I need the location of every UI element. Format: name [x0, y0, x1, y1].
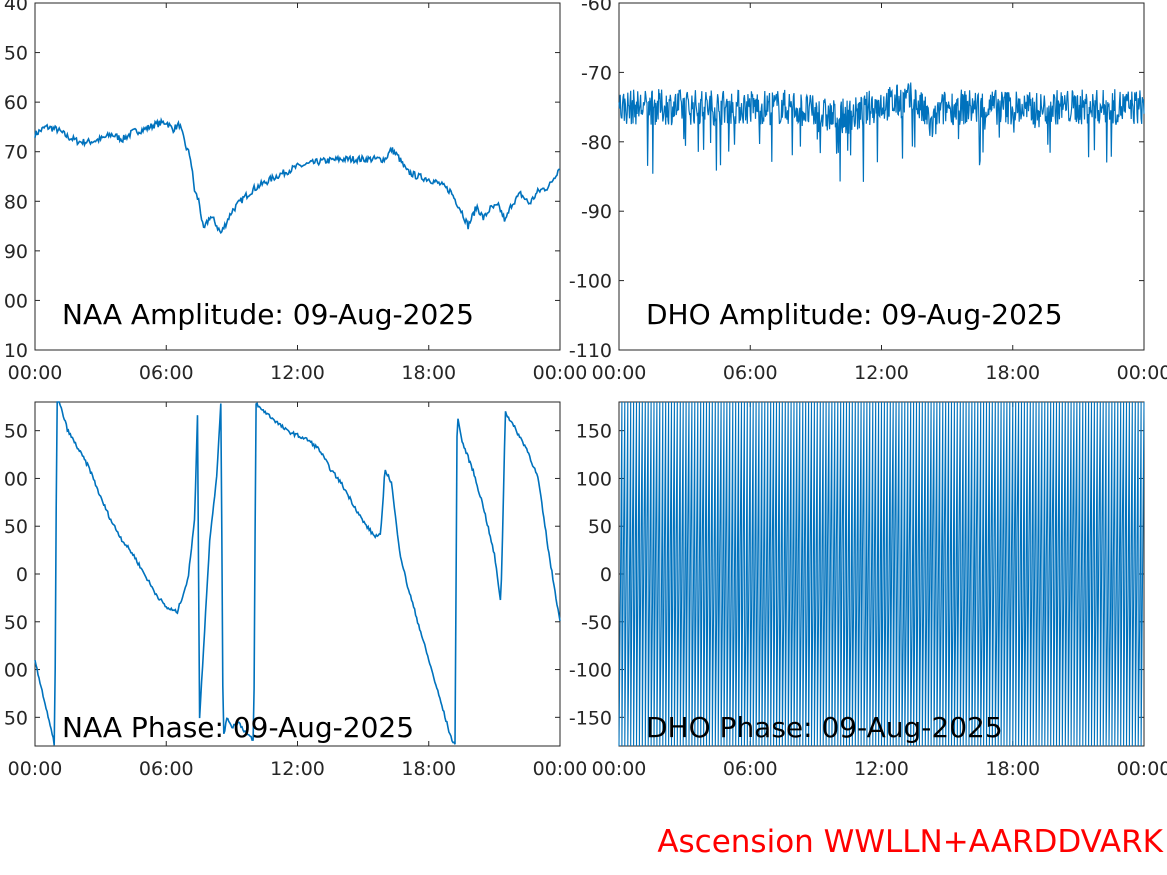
- y-tick-label: 80: [4, 191, 28, 213]
- y-tick-label: 00: [4, 660, 28, 682]
- y-tick-label: 50: [4, 516, 28, 538]
- x-tick-label: 18:00: [985, 758, 1040, 780]
- dho-amplitude-title: DHO Amplitude: 09-Aug-2025: [646, 298, 1063, 331]
- y-tick-label: -80: [581, 132, 612, 154]
- y-tick-label: 0: [600, 564, 612, 586]
- y-tick-label: 100: [576, 468, 612, 490]
- y-tick-label: 00: [4, 468, 28, 490]
- x-tick-label: 00:00: [1117, 758, 1167, 780]
- x-tick-label: 00:00: [533, 362, 588, 384]
- y-tick-label: -70: [581, 62, 612, 84]
- y-tick-label: 90: [4, 241, 28, 263]
- y-tick-label: 50: [588, 516, 612, 538]
- y-tick-label: 40: [4, 0, 28, 15]
- y-tick-label: 60: [4, 92, 28, 114]
- y-tick-label: 50: [4, 612, 28, 634]
- footer-label: Ascension WWLLN+AARDDVARK: [657, 824, 1163, 860]
- naa-phase-axes-box: [34, 401, 561, 747]
- dho-amplitude-series-line: [618, 82, 1145, 182]
- panel-dho-phase: 00:00 06:00 12:00 18:00 00:00 150 100 50 0 -50 -10…: [569, 401, 1167, 780]
- panel-dho-amplitude: 00:00 06:00 12:00 18:00 00:00 -60 -70 -80 -90 -10…: [569, 0, 1167, 384]
- naa-amplitude-title: NAA Amplitude: 09-Aug-2025: [62, 298, 474, 331]
- x-tick-label: 12:00: [270, 758, 325, 780]
- x-tick-label: 18:00: [401, 758, 456, 780]
- x-tick-label: 12:00: [854, 758, 909, 780]
- y-tick-label: 00: [4, 290, 28, 312]
- y-tick-label: -50: [581, 612, 612, 634]
- panel-naa-amplitude: 00:00 06:00 12:00 18:00 00:00 40 50 60 70 80 90 00 1…: [4, 0, 588, 384]
- x-tick-label: 06:00: [723, 758, 778, 780]
- y-tick-label: 0: [16, 564, 28, 586]
- x-tick-label: 00:00: [8, 362, 63, 384]
- x-tick-label: 06:00: [139, 362, 194, 384]
- y-tick-label: -60: [581, 0, 612, 15]
- y-tick-label: 10: [4, 340, 28, 362]
- y-tick-label: 70: [4, 142, 28, 164]
- naa-phase-title: NAA Phase: 09-Aug-2025: [62, 711, 414, 744]
- dho-amplitude-axes-box: [618, 2, 1145, 351]
- y-tick-label: -90: [581, 201, 612, 223]
- x-tick-label: 12:00: [854, 362, 909, 384]
- y-tick-label: 50: [4, 707, 28, 729]
- naa-amplitude-ticks: 00:00 06:00 12:00 18:00 00:00 40 50 60 70 80 90 00 1…: [4, 0, 588, 384]
- x-tick-label: 18:00: [401, 362, 456, 384]
- naa-phase-series-line: [34, 401, 561, 746]
- dho-amplitude-ticks: 00:00 06:00 12:00 18:00 00:00 -60 -70 -80 -90 -10…: [569, 0, 1167, 384]
- x-tick-label: 18:00: [985, 362, 1040, 384]
- x-tick-label: 00:00: [592, 758, 647, 780]
- y-tick-label: -110: [569, 340, 612, 362]
- x-tick-label: 00:00: [592, 362, 647, 384]
- y-tick-label: -100: [569, 660, 612, 682]
- x-tick-label: 06:00: [139, 758, 194, 780]
- panel-naa-phase: 00:00 06:00 12:00 18:00 00:00 50 00 50 0 50 00 50 N…: [4, 401, 588, 780]
- x-tick-label: 00:00: [8, 758, 63, 780]
- naa-amplitude-series-line: [34, 117, 561, 235]
- y-tick-label: 50: [4, 43, 28, 65]
- y-tick-label: -150: [569, 707, 612, 729]
- naa-amplitude-axes-box: [34, 2, 561, 351]
- y-tick-label: 150: [576, 421, 612, 443]
- x-tick-label: 00:00: [533, 758, 588, 780]
- naa-phase-ticks: 00:00 06:00 12:00 18:00 00:00 50 00 50 0 50 00 50: [4, 402, 588, 780]
- x-tick-label: 00:00: [1117, 362, 1167, 384]
- y-tick-label: -100: [569, 271, 612, 293]
- y-tick-label: 50: [4, 421, 28, 443]
- dho-phase-title: DHO Phase: 09-Aug-2025: [646, 711, 1003, 744]
- dho-phase-series-line: [618, 401, 1145, 747]
- x-tick-label: 06:00: [723, 362, 778, 384]
- x-tick-label: 12:00: [270, 362, 325, 384]
